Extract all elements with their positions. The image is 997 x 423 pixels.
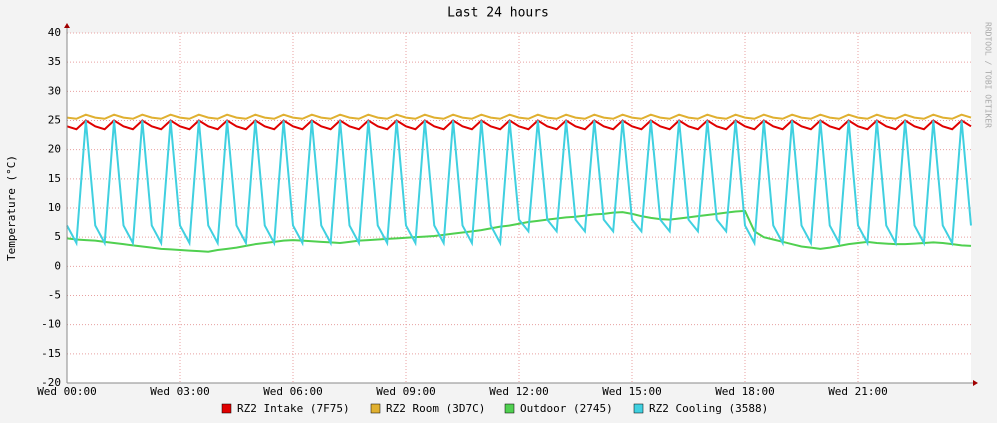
x-tick-label: Wed 12:00	[489, 385, 549, 398]
x-tick-label: Wed 00:00	[37, 385, 97, 398]
y-tick-label: 15	[48, 172, 61, 185]
legend-swatch	[504, 403, 515, 414]
x-tick-label: Wed 09:00	[376, 385, 436, 398]
x-tick-label: Wed 03:00	[150, 385, 210, 398]
chart-title: Last 24 hours	[447, 6, 549, 21]
y-tick-label: -5	[48, 289, 61, 302]
series-line	[66, 120, 972, 247]
legend-swatch	[370, 403, 381, 414]
x-tick-label: Wed 15:00	[602, 385, 662, 398]
y-tick-label: 20	[48, 143, 61, 156]
series-lines	[66, 113, 972, 253]
series-line	[66, 209, 972, 253]
y-tick-label: 0	[54, 259, 61, 272]
x-axis-arrow	[973, 380, 978, 386]
x-tick-label: Wed 21:00	[828, 385, 888, 398]
y-axis-label: Temperature (°C)	[5, 155, 18, 261]
watermark: RRDTOOL / TOBI OETIKER	[984, 22, 993, 128]
y-tick-label: 25	[48, 114, 61, 127]
x-tick-label: Wed 06:00	[263, 385, 323, 398]
y-axis-arrow	[64, 23, 70, 28]
legend-label: RZ2 Cooling (3588)	[649, 402, 768, 415]
series-line	[66, 113, 972, 120]
legend-label: Outdoor (2745)	[520, 402, 613, 415]
legend-label: RZ2 Intake (7F75)	[237, 402, 350, 415]
x-tick-label: Wed 18:00	[715, 385, 775, 398]
legend-swatch	[633, 403, 644, 414]
y-tick-label: 30	[48, 84, 61, 97]
y-tick-label: -15	[41, 347, 61, 360]
y-tick-label: -10	[41, 318, 61, 331]
y-tick-label: 10	[48, 201, 61, 214]
y-tick-label: 40	[48, 26, 61, 39]
legend-label: RZ2 Room (3D7C)	[386, 402, 485, 415]
y-tick-label: -20	[41, 376, 61, 389]
legend-swatch	[221, 403, 232, 414]
y-tick-label: 35	[48, 55, 61, 68]
y-tick-label: 5	[54, 230, 61, 243]
